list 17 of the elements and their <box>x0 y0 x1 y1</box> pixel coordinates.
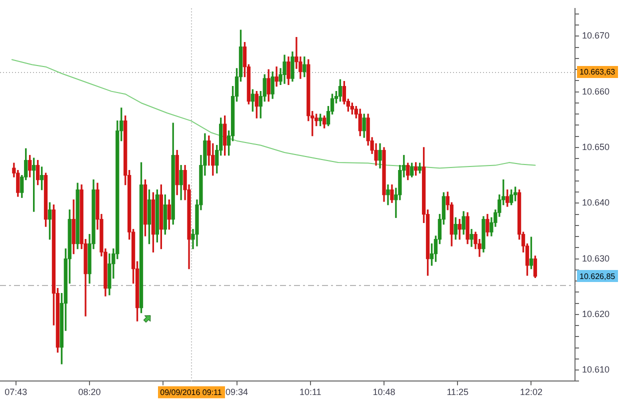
y-tick-label: 10.660 <box>582 86 610 96</box>
x-tick-label: 12:02 <box>520 387 542 398</box>
x-tick-label: 10:11 <box>299 387 322 398</box>
y-tick-label: 10.610 <box>582 364 610 375</box>
y-tick-label: 10.650 <box>582 142 610 152</box>
text: 10.626,85 <box>580 272 616 282</box>
x-tick-label: 09:34 <box>226 387 248 398</box>
y-tick-label: 10.620 <box>582 308 610 319</box>
y-tick-label: 10.640 <box>582 198 610 208</box>
x-tick-label: 07:43 <box>4 387 28 398</box>
ref-line-label: 09/09/2016 09:11 <box>160 388 222 397</box>
x-tick-label: 08:20 <box>78 387 101 398</box>
x-tick-label: 11:25 <box>446 387 469 398</box>
x-tick-label: 10:48 <box>372 387 396 398</box>
y-tick-label: 10.630 <box>582 253 610 264</box>
y-tick-label: 10.670 <box>582 30 610 41</box>
ref-line-label: 10.663,63 <box>580 67 616 76</box>
